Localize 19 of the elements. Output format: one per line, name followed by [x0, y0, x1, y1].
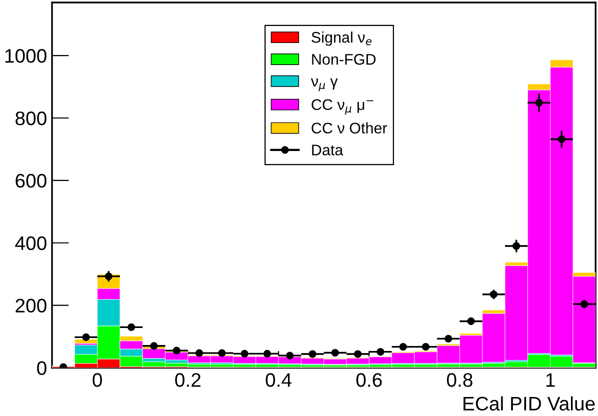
- y-tick-label: 200: [16, 298, 46, 313]
- y-tick-label: 800: [16, 111, 46, 126]
- legend-label: Data: [312, 144, 344, 156]
- x-tick-label: 1: [546, 373, 555, 387]
- x-tick-label: 0.8: [446, 373, 472, 387]
- x-tick-label: 0: [92, 373, 102, 387]
- x-tick-label: 0.2: [175, 373, 200, 387]
- legend-label: CC ν$_{μ}$ μ$^{−}$: [312, 99, 374, 115]
- y-tick-label: 600: [16, 174, 46, 188]
- legend-label: CC ν Other: [312, 122, 388, 134]
- x-tick-label: 0.6: [356, 373, 382, 387]
- x-tick-label: 0.4: [266, 373, 292, 387]
- legend-label: ν$_{μ}$ γ: [310, 78, 338, 92]
- legend-label: Non-FGD: [312, 54, 376, 65]
- y-tick-label: 0: [37, 361, 46, 375]
- legend-label: Signal ν$_{e}$: [312, 32, 372, 46]
- y-tick-label: 400: [15, 236, 46, 250]
- y-tick-label: 1000: [5, 49, 46, 63]
- x-axis-title: ECal PID Value: [464, 396, 595, 411]
